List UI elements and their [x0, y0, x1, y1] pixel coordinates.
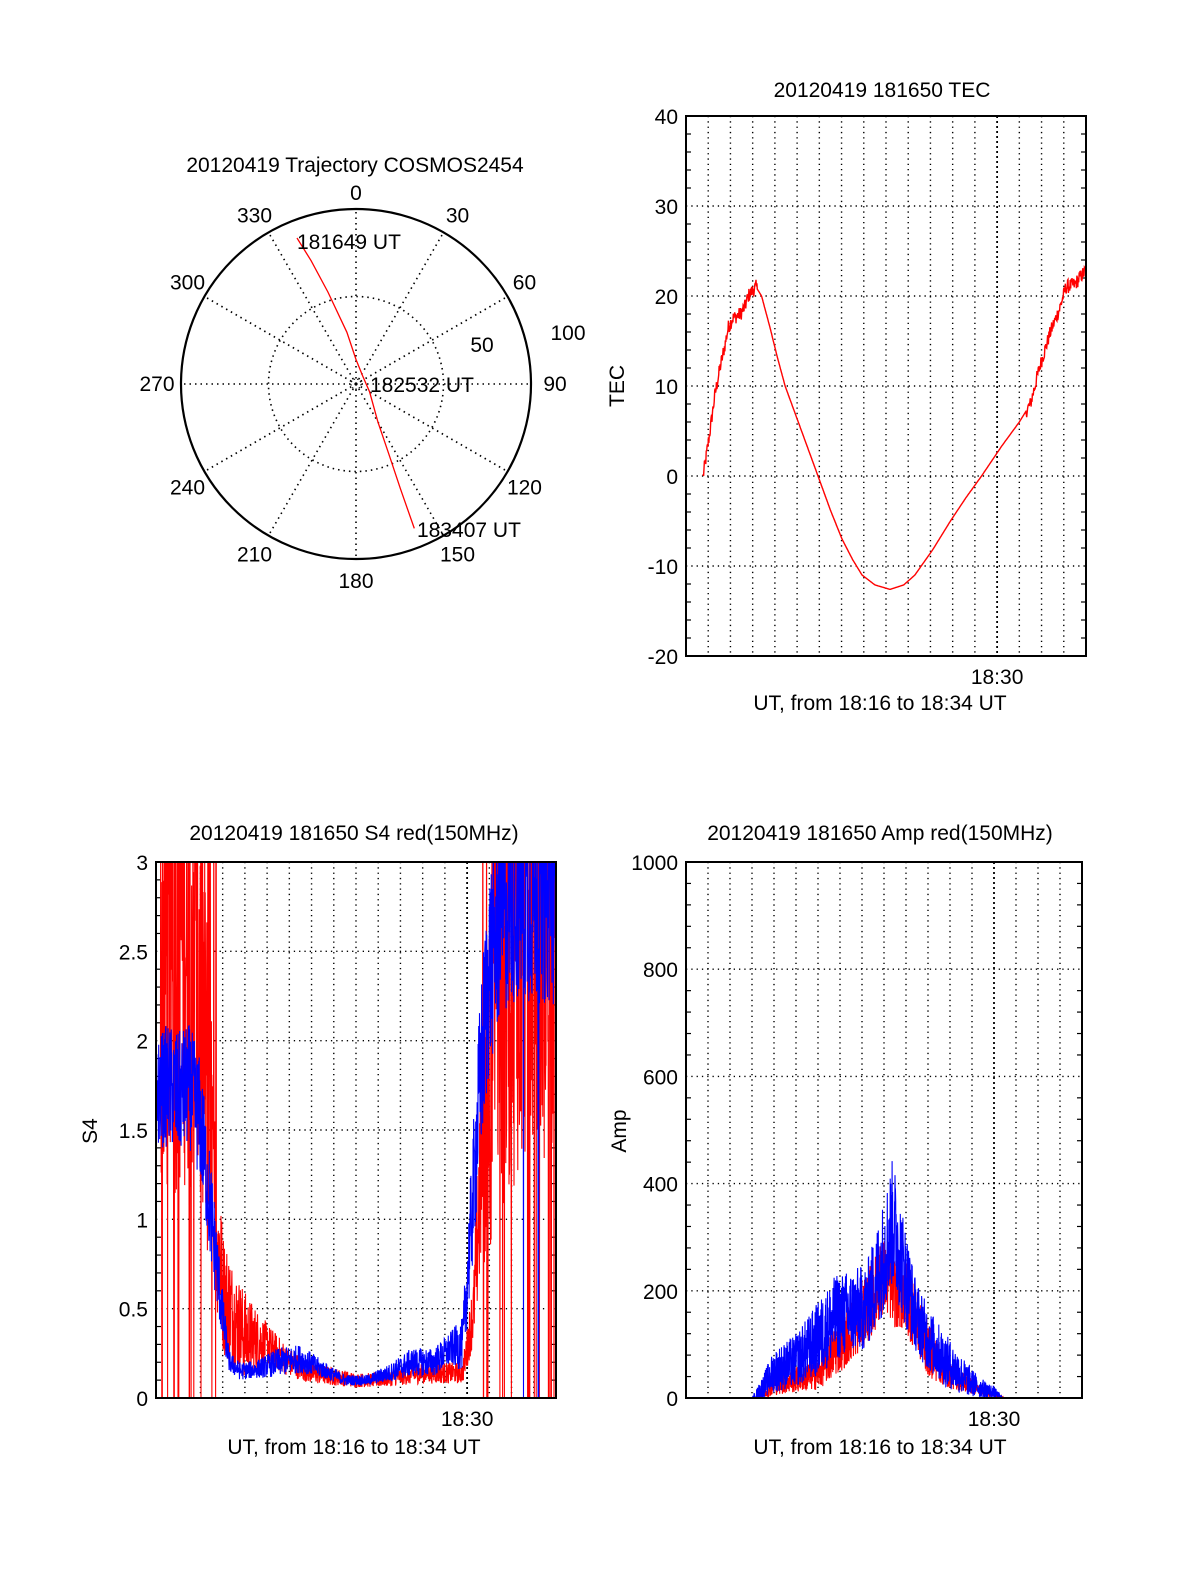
amp-panel: 20120419 181650 Amp red(150MHz) 0 200 400 6… — [608, 822, 1083, 1459]
x-tick-label: 18:30 — [971, 666, 1024, 689]
tec-plot-area: -20 -10 0 10 20 30 40 18:30 — [648, 106, 1087, 689]
y-tick-label: 400 — [643, 1174, 678, 1197]
y-tick-label: 2 — [136, 1031, 148, 1054]
azimuth-tick-label: 150 — [440, 543, 475, 566]
polar-radial-grid-circle — [267, 295, 445, 473]
y-tick-label: 1000 — [631, 852, 678, 875]
y-tick-label: 30 — [655, 196, 678, 219]
polar-spoke — [204, 383, 357, 473]
chart-title: 20120419 181650 Amp red(150MHz) — [707, 822, 1053, 845]
plot-frame — [155, 861, 557, 1399]
y-tick-label: -10 — [648, 556, 678, 579]
y-tick-label: -20 — [648, 646, 678, 669]
polar-azimuth-labels: 0 30 60 90 120 150 180 210 240 270 300 330 — [139, 182, 566, 593]
chart-title: 20120419 181650 TEC — [774, 79, 991, 102]
azimuth-tick-label: 120 — [507, 477, 542, 500]
polar-outer-circle — [179, 207, 533, 561]
y-axis-label: S4 — [79, 1118, 102, 1144]
y-tick-label: 1 — [136, 1209, 148, 1232]
azimuth-tick-label: 270 — [139, 373, 174, 396]
y-tick-label: 0 — [666, 466, 678, 489]
azimuth-tick-label: 240 — [170, 477, 205, 500]
x-tick-label: 18:30 — [968, 1408, 1021, 1431]
y-tick-label: 1.5 — [119, 1120, 148, 1143]
y-tick-label: 200 — [643, 1281, 678, 1304]
plot-frame — [685, 115, 1087, 657]
series-line-red-150mhz- — [702, 1241, 1082, 1398]
trajectory-line — [296, 237, 415, 529]
track-start-annotation: 181649 UT — [297, 231, 401, 254]
x-axis-label: UT, from 18:16 to 18:34 UT — [753, 692, 1006, 715]
y-tick-label: 0.5 — [119, 1299, 148, 1322]
y-tick-label: 2.5 — [119, 941, 148, 964]
series-line-blue — [156, 862, 556, 1398]
azimuth-tick-label: 90 — [543, 373, 566, 396]
polar-spoke — [267, 232, 357, 385]
y-tick-label: 800 — [643, 959, 678, 982]
polar-grid — [179, 207, 533, 561]
y-axis-label: TEC — [606, 365, 629, 407]
y-tick-label: 40 — [655, 106, 678, 129]
radial-tick-label: 50 — [470, 334, 493, 357]
x-tick-label: 18:30 — [441, 1408, 494, 1431]
track-end-annotation: 183407 UT — [417, 519, 521, 542]
series-layer — [702, 1161, 1082, 1398]
azimuth-tick-label: 30 — [446, 205, 469, 228]
polar-spoke — [355, 383, 508, 473]
polar-spoke — [267, 383, 357, 536]
trajectory-polar-panel: 20120419 Trajectory COSMOS2454 0 30 60 90 12… — [139, 154, 585, 593]
azimuth-tick-label: 300 — [170, 272, 205, 295]
trajectory-track — [296, 237, 415, 529]
track-closest-annotation: 182532 UT — [370, 374, 474, 397]
y-tick-label: 0 — [666, 1388, 678, 1411]
chart-title: 20120419 181650 S4 red(150MHz) — [189, 822, 518, 845]
azimuth-tick-label: 60 — [513, 272, 536, 295]
polar-spoke — [355, 383, 445, 536]
amp-plot-area: 0 200 400 600 800 1000 18:30 — [631, 852, 1083, 1431]
radial-tick-label: 100 — [550, 322, 585, 345]
plot-frame — [685, 861, 1083, 1399]
series-line-blue — [702, 1161, 1082, 1398]
azimuth-tick-label: 0 — [350, 182, 362, 205]
y-tick-label: 3 — [136, 852, 148, 875]
x-axis-label: UT, from 18:16 to 18:34 UT — [753, 1436, 1006, 1459]
tec-series-line — [702, 264, 1087, 590]
y-tick-label: 20 — [655, 286, 678, 309]
s4-plot-area: 0 0.5 1 1.5 2 2.5 3 18:30 — [119, 852, 557, 1431]
y-tick-label: 10 — [655, 376, 678, 399]
azimuth-tick-label: 210 — [237, 543, 272, 566]
tec-panel: 20120419 181650 TEC -20 -10 0 10 20 30 40 18:30… — [606, 79, 1087, 715]
y-tick-label: 600 — [643, 1066, 678, 1089]
chart-title: 20120419 Trajectory COSMOS2454 — [186, 154, 524, 177]
polar-center-mark — [350, 378, 362, 390]
y-axis-label: Amp — [608, 1109, 631, 1152]
x-axis-label: UT, from 18:16 to 18:34 UT — [227, 1436, 480, 1459]
series-layer — [156, 862, 556, 1398]
azimuth-tick-label: 330 — [237, 205, 272, 228]
s4-panel: 20120419 181650 S4 red(150MHz) 0 0.5 1 1.5 2… — [79, 822, 557, 1459]
y-tick-label: 0 — [136, 1388, 148, 1411]
azimuth-tick-label: 180 — [338, 570, 373, 593]
